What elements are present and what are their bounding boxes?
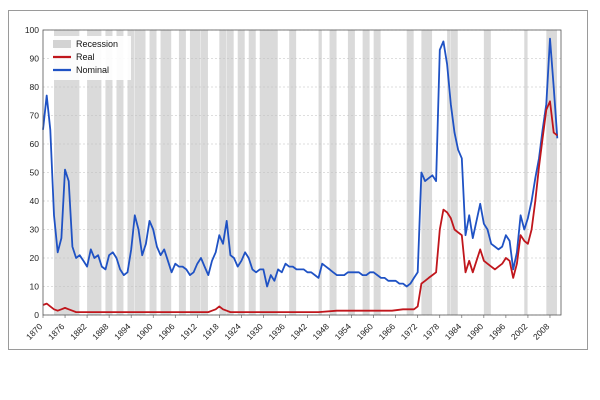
- y-tick-label: 80: [30, 82, 40, 92]
- y-tick-label: 70: [30, 111, 40, 121]
- chart-frame: 0 10 20 30 40 50 60 70 80 90 100 1870 1876 1882 1888 18…: [8, 10, 588, 350]
- recession-band: [127, 30, 135, 315]
- legend-label-recession: Recession: [76, 39, 118, 49]
- recession-band: [421, 30, 433, 315]
- y-tick-label: 50: [30, 168, 40, 178]
- y-tick-label: 40: [30, 196, 40, 206]
- recession-band: [219, 30, 227, 315]
- recession-band: [149, 30, 157, 315]
- legend-label-real: Real: [76, 52, 95, 62]
- y-tick-label: 20: [30, 253, 40, 263]
- recession-band: [160, 30, 172, 315]
- y-tick-label: 90: [30, 54, 40, 64]
- y-tick-label: 10: [30, 282, 40, 292]
- recession-band: [237, 30, 245, 315]
- legend-label-nominal: Nominal: [76, 65, 109, 75]
- y-tick-label: 60: [30, 139, 40, 149]
- y-tick-label: 0: [34, 310, 39, 320]
- recession-band: [373, 30, 381, 315]
- recession-band: [450, 30, 458, 315]
- series-line-real: [42, 100, 558, 314]
- recession-band: [362, 30, 370, 315]
- recession-band: [226, 30, 234, 315]
- legend-swatch-recession: [53, 40, 71, 48]
- recession-band: [178, 30, 186, 315]
- plot-border: [42, 29, 562, 316]
- recession-band: [87, 30, 102, 315]
- y-tick-label: 100: [25, 25, 39, 35]
- series-line-nominal: [42, 37, 559, 288]
- y-tick-label: 30: [30, 225, 40, 235]
- recession-band: [406, 30, 414, 315]
- recession-band: [329, 30, 337, 315]
- recession-band: [524, 30, 528, 315]
